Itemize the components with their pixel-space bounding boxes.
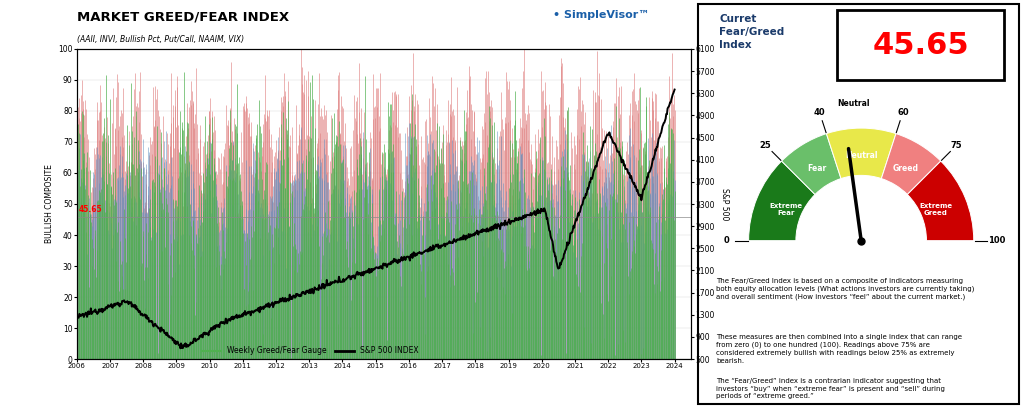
Text: Greed: Greed — [892, 164, 919, 173]
Wedge shape — [749, 161, 815, 241]
Text: The “Fear/Greed” index is a contrarian indicator suggesting that
investors “buy”: The “Fear/Greed” index is a contrarian i… — [716, 378, 945, 399]
Text: These measures are then combined into a single index that can range
from zero (0: These measures are then combined into a … — [716, 334, 962, 364]
Y-axis label: S&P 500: S&P 500 — [720, 188, 729, 220]
Wedge shape — [826, 128, 896, 179]
Text: 45.65: 45.65 — [79, 205, 102, 214]
Text: Neutral: Neutral — [837, 99, 869, 108]
Text: Extreme
Greed: Extreme Greed — [920, 203, 952, 216]
Text: Curret
Fear/Greed
Index: Curret Fear/Greed Index — [719, 14, 784, 51]
Text: 100: 100 — [987, 236, 1005, 245]
Text: 45.65: 45.65 — [872, 31, 969, 60]
Y-axis label: BULLISH COMPOSITE: BULLISH COMPOSITE — [45, 164, 54, 244]
Legend: Weekly Greed/Fear Gauge, S&P 500 INDEX: Weekly Greed/Fear Gauge, S&P 500 INDEX — [199, 343, 422, 358]
Text: 40: 40 — [814, 108, 825, 117]
Text: 75: 75 — [951, 141, 963, 150]
Wedge shape — [882, 133, 941, 195]
Text: • SimpleVisor™: • SimpleVisor™ — [553, 10, 649, 20]
Text: MARKET GREED/FEAR INDEX: MARKET GREED/FEAR INDEX — [77, 10, 289, 23]
Text: Neutral: Neutral — [845, 151, 878, 160]
FancyBboxPatch shape — [837, 10, 1005, 80]
Text: 25: 25 — [760, 141, 771, 150]
Wedge shape — [781, 133, 841, 195]
Text: Extreme
Fear: Extreme Fear — [770, 203, 803, 216]
Text: (AAII, INVI, Bullish Pct, Put/Call, NAAIM, VIX): (AAII, INVI, Bullish Pct, Put/Call, NAAI… — [77, 35, 244, 44]
Text: Fear: Fear — [808, 164, 826, 173]
Wedge shape — [907, 161, 974, 241]
Text: The Fear/Greed Index is based on a composite of indicators measuring
both equity: The Fear/Greed Index is based on a compo… — [716, 278, 974, 300]
Text: 60: 60 — [897, 108, 908, 117]
Text: 0: 0 — [723, 236, 729, 245]
